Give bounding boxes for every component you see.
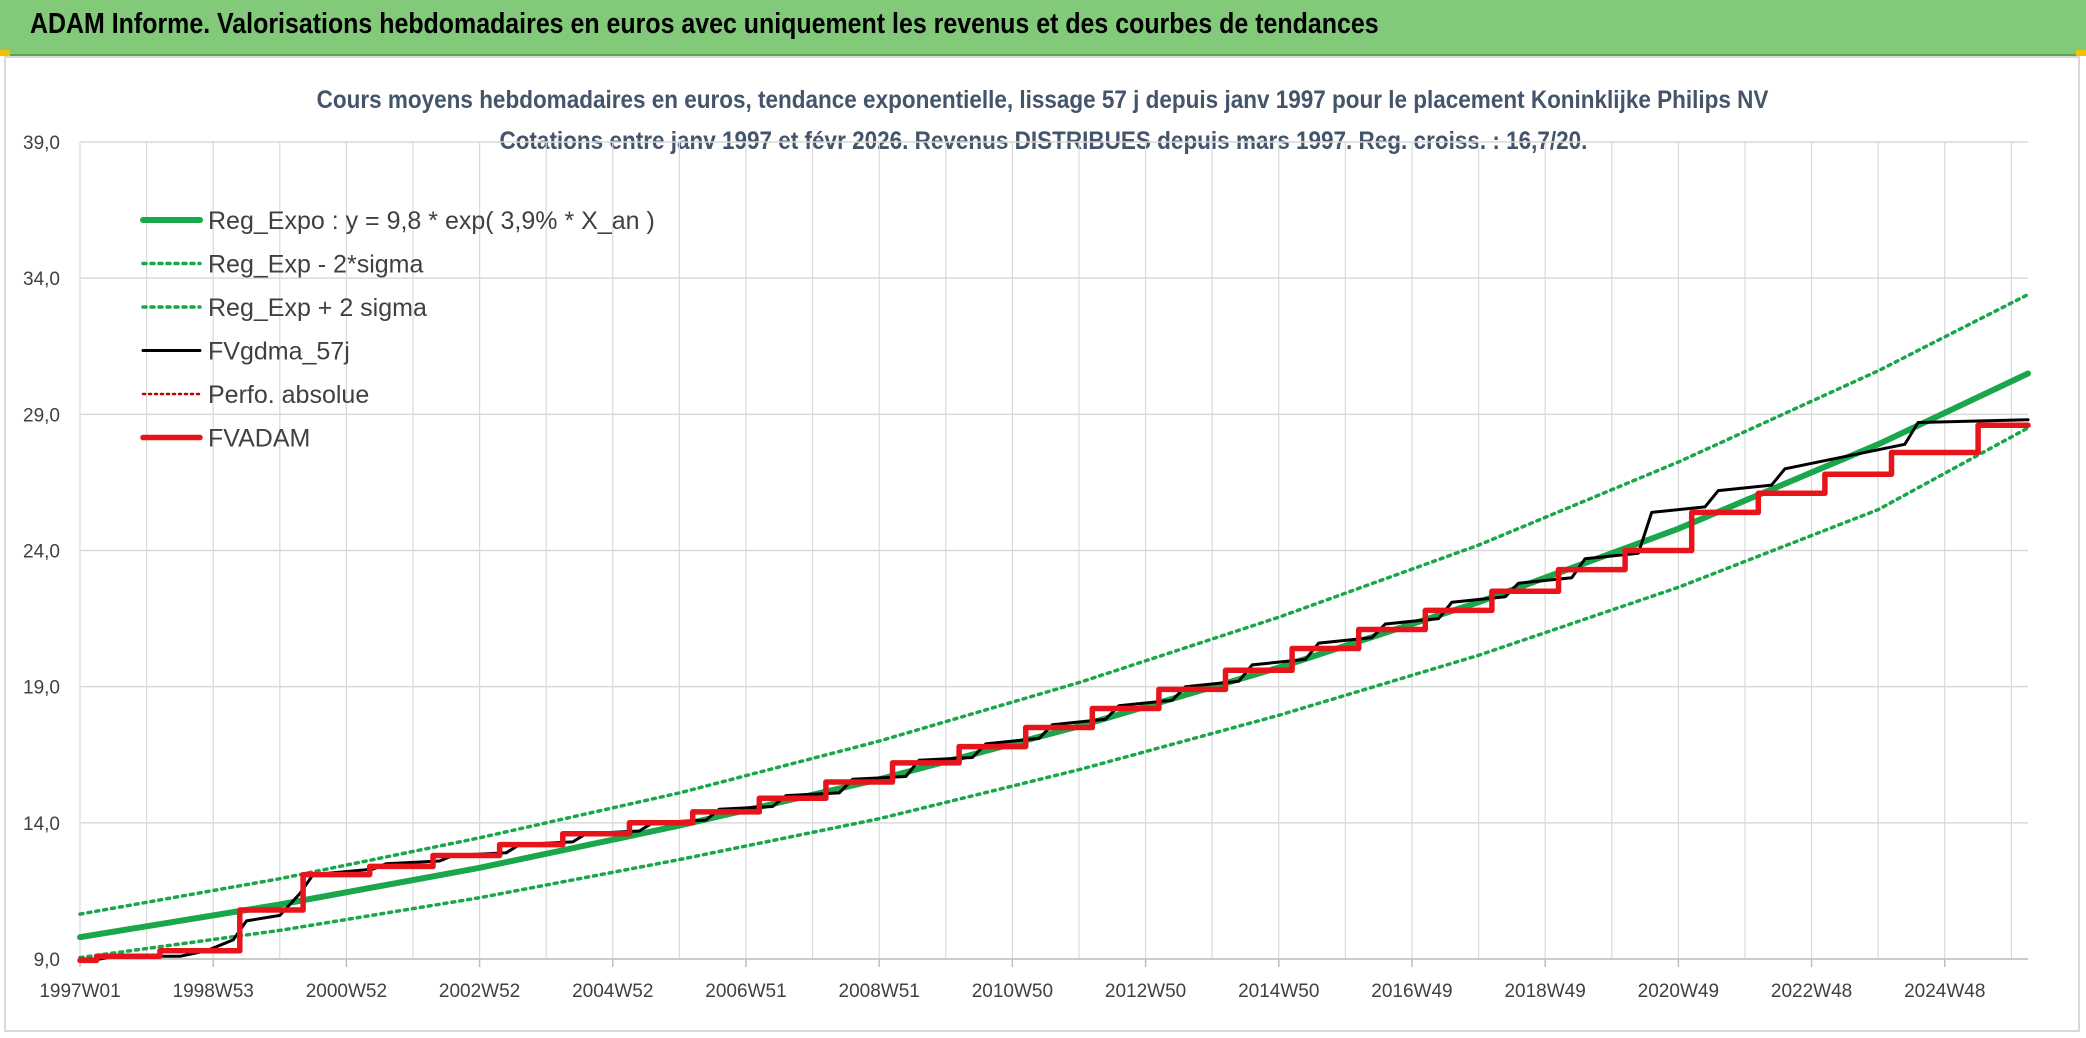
header-banner: ADAM Informe. Valorisations hebdomadaire… bbox=[0, 0, 2086, 56]
legend-entry: FVADAM bbox=[208, 425, 310, 453]
x-tick-label: 2008W51 bbox=[839, 981, 920, 1002]
x-tick-label: 2020W49 bbox=[1638, 981, 1719, 1002]
x-tick-label: 2002W52 bbox=[439, 981, 520, 1002]
x-tick-label: 2024W48 bbox=[1904, 981, 1985, 1002]
series-lines bbox=[77, 292, 2031, 964]
series-line bbox=[77, 370, 2031, 941]
x-axis-ticks: 1997W01 1998W53 2000W52 2002W52 2004W52 2006W… bbox=[39, 981, 1985, 1002]
x-tick-label: 2022W48 bbox=[1771, 981, 1852, 1002]
y-tick-label: 24,0 bbox=[23, 542, 60, 563]
series-line bbox=[78, 292, 2030, 916]
legend: Reg_Expo : y = 9,8 * exp( 3,9% * X_an ) R… bbox=[140, 207, 655, 453]
x-tick-label: 2016W49 bbox=[1371, 981, 1452, 1002]
series-line bbox=[77, 422, 2031, 964]
x-tick-label: 1998W53 bbox=[173, 981, 254, 1002]
x-tick-label: 2000W52 bbox=[306, 981, 387, 1002]
x-tick-label: 2004W52 bbox=[572, 981, 653, 1002]
x-tick-label: 2014W50 bbox=[1238, 981, 1319, 1002]
y-tick-label: 34,0 bbox=[23, 269, 60, 290]
corner-marker bbox=[0, 50, 10, 56]
y-axis-ticks: 9,0 14,0 19,0 24,0 29,0 34,0 39,0 bbox=[23, 133, 60, 971]
chart-frame bbox=[4, 56, 2080, 1032]
x-tick-label: 2006W51 bbox=[705, 981, 786, 1002]
legend-entry: FVgdma_57j bbox=[208, 338, 350, 366]
legend-entry: Reg_Exp - 2*sigma bbox=[208, 251, 423, 279]
legend-entry: Reg_Exp + 2 sigma bbox=[208, 294, 427, 322]
y-tick-label: 29,0 bbox=[23, 405, 60, 426]
legend-entry: Reg_Expo : y = 9,8 * exp( 3,9% * X_an ) bbox=[208, 207, 655, 235]
y-tick-label: 9,0 bbox=[34, 950, 60, 971]
corner-marker bbox=[2076, 50, 2086, 56]
y-tick-label: 19,0 bbox=[23, 678, 60, 699]
report-title: ADAM Informe. Valorisations hebdomadaire… bbox=[30, 8, 1379, 40]
x-tick-label: 2010W50 bbox=[972, 981, 1053, 1002]
x-tick-label: 2012W50 bbox=[1105, 981, 1186, 1002]
chart-title: Cours moyens hebdomadaires en euros, ten… bbox=[317, 86, 1769, 114]
x-tick-label: 1997W01 bbox=[39, 981, 120, 1002]
x-tick-label: 2018W49 bbox=[1504, 981, 1585, 1002]
y-tick-label: 14,0 bbox=[23, 814, 60, 835]
series-line bbox=[78, 426, 2030, 960]
chart-subtitle: Cotations entre janv 1997 et févr 2026. … bbox=[499, 127, 1587, 155]
y-tick-label: 39,0 bbox=[23, 133, 60, 154]
legend-entry: Perfo. absolue bbox=[208, 381, 369, 409]
